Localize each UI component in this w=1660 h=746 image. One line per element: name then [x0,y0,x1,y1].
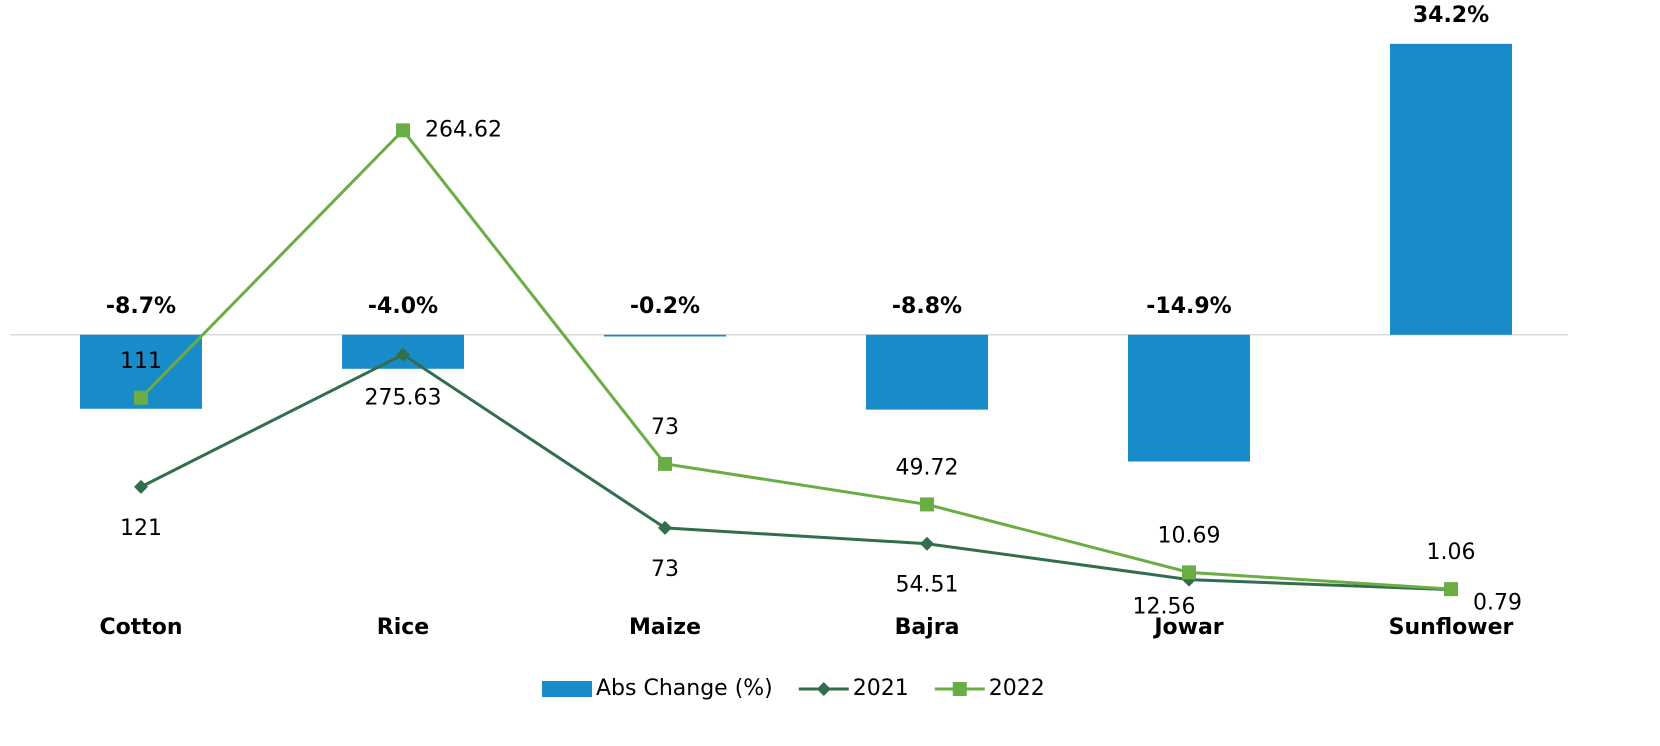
data-label: 0.79 [1473,591,1522,616]
bar-label: -8.7% [106,294,176,319]
data-label: 54.51 [896,573,959,598]
bar-label: -8.8% [892,294,962,319]
line [140,352,1452,592]
data-label: 73 [651,415,679,440]
line-marker [658,520,672,535]
data-label: 73 [651,557,679,582]
x-tick-label: Maize [629,615,701,640]
data-label: 12.56 [1133,595,1196,620]
line-marker [134,479,148,494]
line-marker [396,123,410,138]
bar [1128,334,1250,462]
bar [866,334,988,410]
x-tick-label: Bajra [895,615,960,640]
legend-swatch [542,681,592,697]
x-tick-label: Cotton [99,615,182,640]
legend-marker [952,682,967,696]
legend-label: 2022 [989,676,1045,701]
data-label: 121 [120,516,162,541]
line-marker [1444,582,1458,597]
x-tick-label: Jowar [1152,615,1223,640]
line-marker [1182,565,1196,580]
line-marker [920,536,934,551]
data-label: 264.62 [425,117,502,142]
line-marker [658,456,672,471]
legend-label: Abs Change (%) [596,676,773,701]
line-marker [134,390,148,405]
bar-label: -0.2% [630,294,700,319]
line [139,128,1452,591]
data-label: 10.69 [1158,523,1221,548]
bar-label: 34.2% [1413,3,1489,28]
legend-marker [816,682,831,696]
data-label: 1.06 [1427,540,1476,565]
bar-label: -14.9% [1146,294,1231,319]
line-marker [920,497,934,512]
data-label: 111 [120,349,162,374]
x-tick-label: Sunflower [1389,615,1514,640]
x-tick-label: Rice [377,615,429,640]
line-marker [396,347,410,362]
bar [1390,43,1512,335]
bar-label: -4.0% [368,294,438,319]
data-label: 275.63 [365,386,442,411]
bar [604,334,726,337]
legend-label: 2021 [853,676,909,701]
data-label: 49.72 [896,455,959,480]
